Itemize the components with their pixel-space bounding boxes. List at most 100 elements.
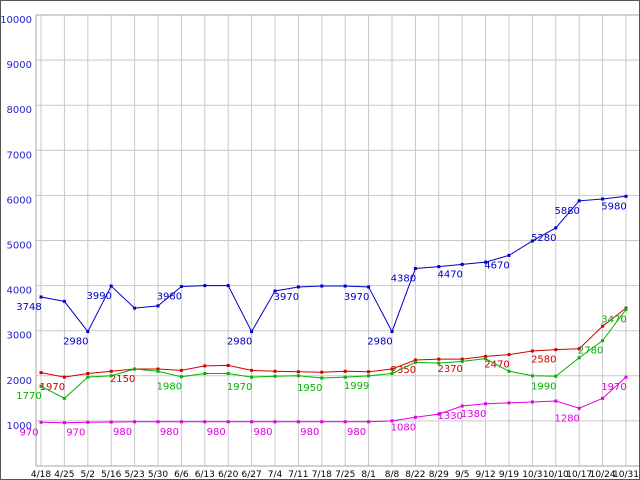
- data-label-red: 2580: [531, 355, 556, 366]
- data-label-blue: 3980: [157, 292, 182, 303]
- data-point-magenta: [296, 420, 300, 424]
- data-point-magenta: [577, 406, 581, 410]
- data-point-red: [390, 367, 394, 371]
- y-axis-label: 10000: [1, 15, 32, 26]
- data-label-blue: 3970: [344, 292, 369, 303]
- data-point-green: [320, 376, 324, 380]
- series-line-green: [40, 309, 627, 399]
- data-point-blue: [156, 304, 160, 308]
- data-point-magenta: [179, 420, 183, 424]
- data-point-red: [367, 370, 371, 374]
- data-point-magenta: [554, 399, 558, 403]
- data-point-blue: [226, 284, 230, 288]
- data-point-green: [413, 360, 417, 364]
- data-point-blue: [390, 330, 394, 334]
- y-axis-label: 9000: [7, 60, 32, 71]
- data-point-red: [226, 363, 230, 367]
- data-point-blue: [86, 330, 90, 334]
- data-point-green: [203, 372, 207, 376]
- data-point-red: [39, 371, 43, 375]
- y-axis-label: 4000: [7, 286, 32, 297]
- data-point-green: [179, 375, 183, 379]
- data-label-magenta: 1280: [554, 413, 579, 424]
- data-point-blue: [577, 199, 581, 203]
- x-axis-label: 8/8: [385, 470, 400, 480]
- data-point-blue: [320, 284, 324, 288]
- data-label-magenta: 1080: [391, 422, 416, 433]
- data-point-green: [507, 369, 511, 373]
- data-point-red: [156, 367, 160, 371]
- data-point-magenta: [86, 420, 90, 424]
- x-axis-label: 8/29: [429, 470, 449, 480]
- data-point-magenta: [484, 402, 488, 406]
- data-point-green: [133, 367, 137, 371]
- data-label-green: 1970: [227, 382, 252, 393]
- data-point-green: [226, 372, 230, 376]
- data-point-blue: [203, 284, 207, 288]
- data-point-red: [296, 370, 300, 374]
- data-point-blue: [554, 226, 558, 230]
- data-point-red: [554, 348, 558, 352]
- x-axis-label: 6/13: [195, 470, 215, 480]
- data-point-red: [62, 375, 66, 379]
- data-point-blue: [179, 285, 183, 289]
- x-axis-label: 7/4: [268, 470, 283, 480]
- data-point-red: [250, 368, 254, 372]
- data-point-green: [250, 375, 254, 379]
- data-point-green: [156, 369, 160, 373]
- x-axis-label: 5/30: [148, 470, 168, 480]
- x-axis-label: 6/6: [174, 470, 189, 480]
- x-axis-label: 7/25: [335, 470, 355, 480]
- data-point-red: [577, 347, 581, 351]
- data-point-magenta: [320, 420, 324, 424]
- data-label-blue: 3748: [16, 302, 41, 313]
- data-point-blue: [273, 289, 277, 293]
- y-axis-label: 8000: [7, 105, 32, 116]
- data-point-blue: [601, 197, 605, 201]
- data-label-blue: 4470: [437, 269, 462, 280]
- data-label-blue: 3970: [274, 292, 299, 303]
- data-point-green: [554, 374, 558, 378]
- data-point-blue: [437, 265, 441, 269]
- data-point-magenta: [39, 420, 43, 424]
- data-point-magenta: [203, 420, 207, 424]
- x-axis-label: 10/31: [613, 470, 639, 480]
- data-point-magenta: [250, 420, 254, 424]
- data-point-blue: [530, 239, 534, 243]
- data-point-blue: [367, 285, 371, 289]
- data-label-green: 1950: [297, 383, 322, 394]
- data-point-magenta: [413, 415, 417, 419]
- data-point-magenta: [62, 421, 66, 425]
- data-point-green: [530, 374, 534, 378]
- data-label-blue: 2980: [63, 337, 88, 348]
- x-axis-label: 4/25: [54, 470, 74, 480]
- data-point-green: [577, 356, 581, 360]
- data-point-blue: [507, 253, 511, 257]
- data-point-red: [460, 357, 464, 361]
- data-point-red: [109, 369, 113, 373]
- data-point-magenta: [507, 401, 511, 405]
- data-point-magenta: [367, 420, 371, 424]
- x-axis-label: 10/10: [543, 470, 569, 480]
- data-label-red: 2370: [437, 364, 462, 375]
- y-axis-label: 5000: [7, 241, 32, 252]
- data-label-magenta: 980: [253, 427, 272, 438]
- data-label-red: 1970: [40, 382, 65, 393]
- data-label-blue: 2980: [227, 337, 252, 348]
- data-label-magenta: 970: [19, 427, 38, 438]
- x-axis-label: 5/23: [124, 470, 144, 480]
- data-point-red: [273, 369, 277, 373]
- data-label-green: 3470: [601, 315, 626, 326]
- data-point-blue: [624, 194, 628, 198]
- data-label-red: 2350: [391, 365, 416, 376]
- x-axis-label: 7/18: [312, 470, 332, 480]
- data-label-blue: 2980: [367, 337, 392, 348]
- data-point-magenta: [273, 420, 277, 424]
- data-label-green: 1999: [344, 381, 369, 392]
- data-label-green: 1990: [531, 381, 556, 392]
- data-point-magenta: [226, 420, 230, 424]
- data-point-magenta: [133, 420, 137, 424]
- data-point-green: [484, 357, 488, 361]
- data-point-blue: [133, 306, 137, 310]
- data-point-red: [320, 370, 324, 374]
